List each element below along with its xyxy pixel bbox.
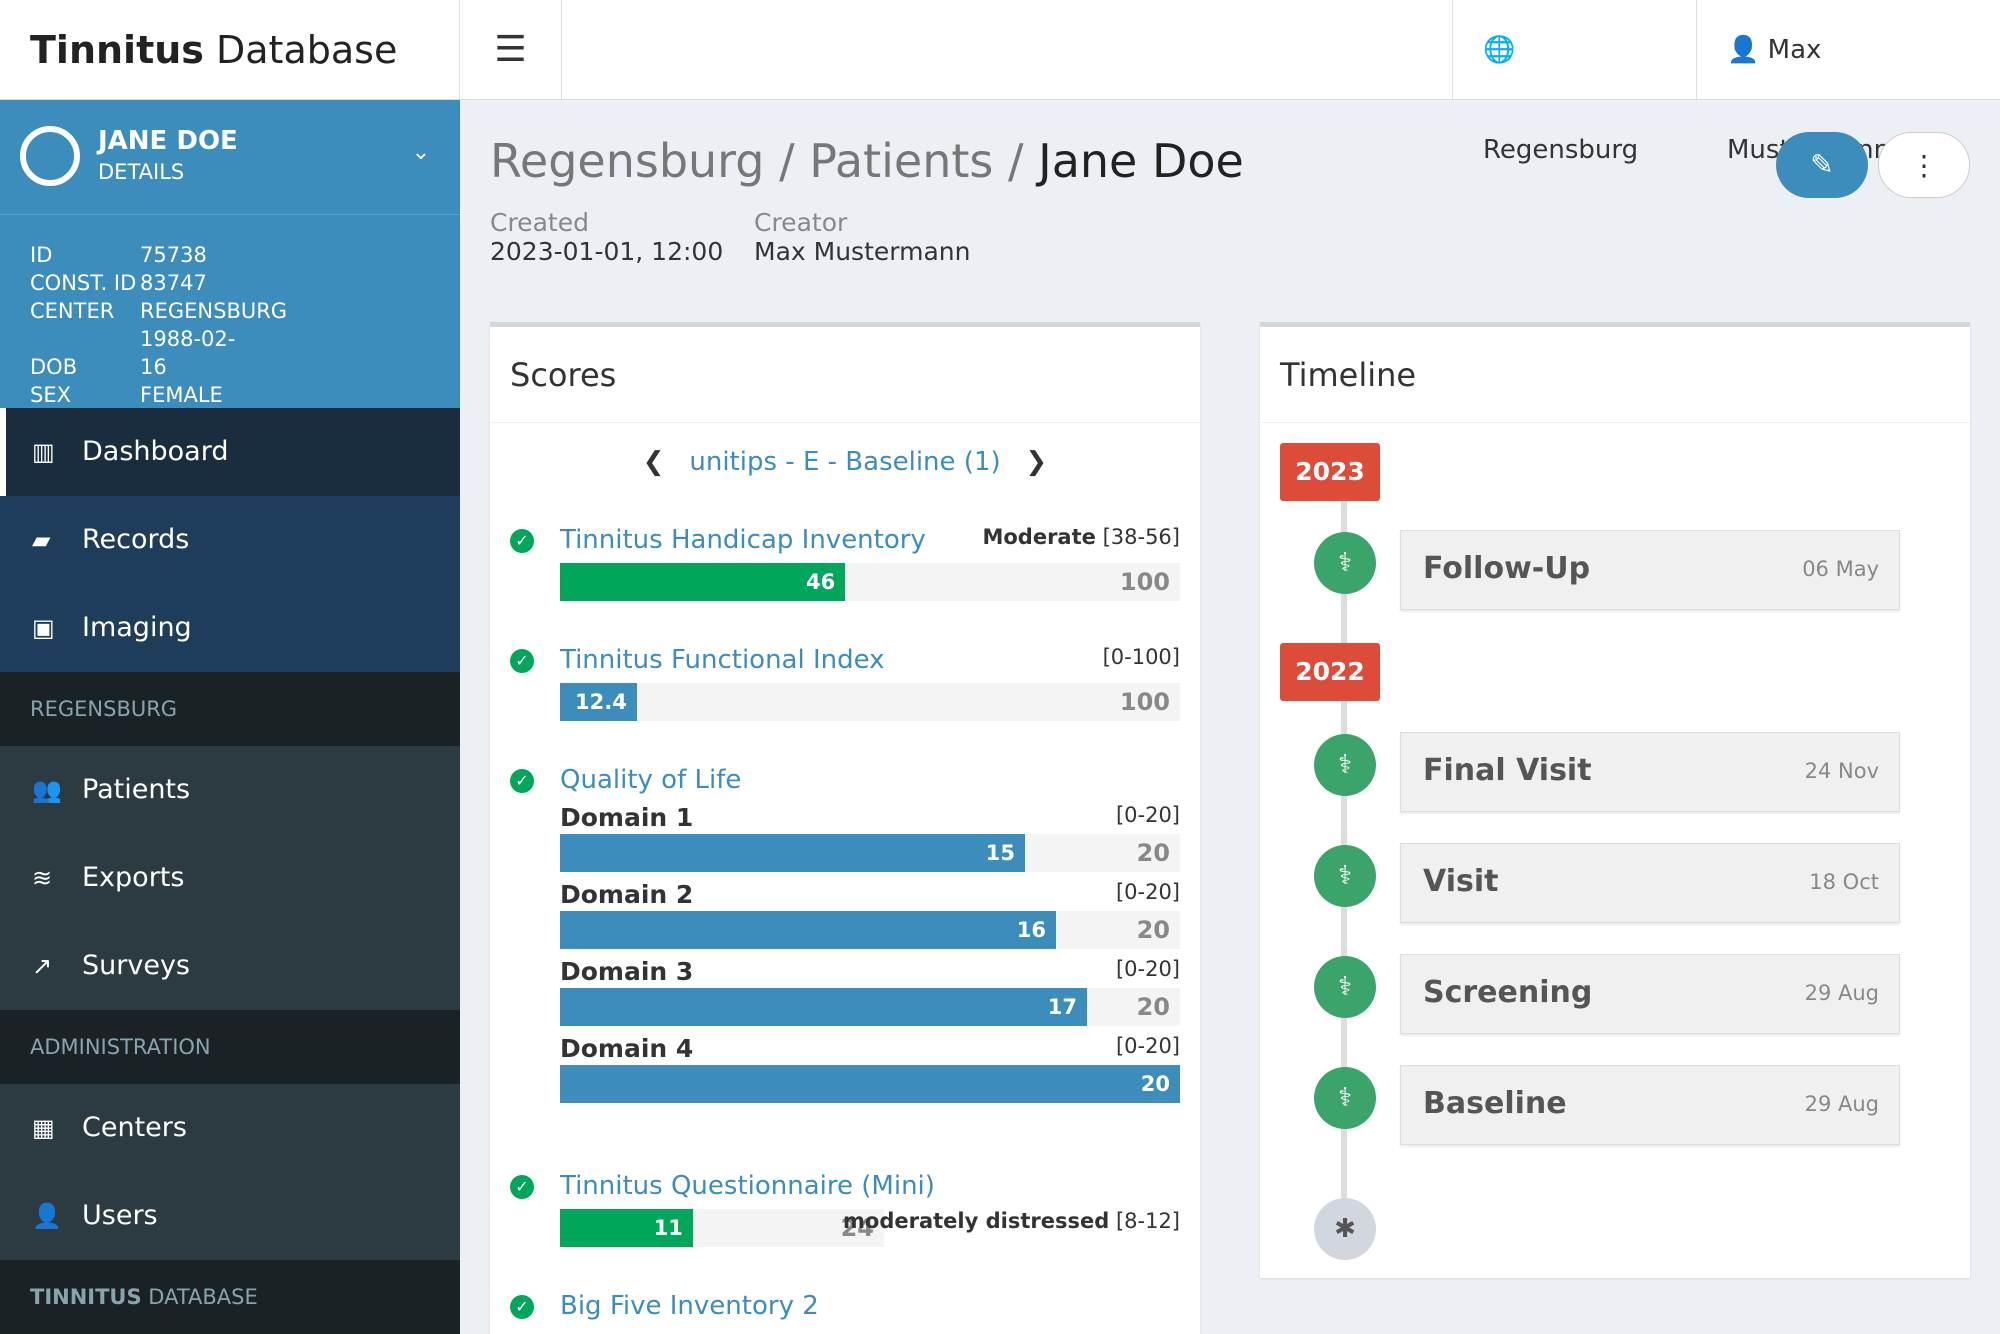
qol-domain: Domain 4 [0-20] 20 xyxy=(510,1034,1180,1103)
detail-row: DOB1988-02-16 xyxy=(30,327,236,379)
user-menu[interactable]: 👤 Max Mustermann xyxy=(1696,0,2000,165)
year-label: 2022 xyxy=(1280,643,1380,701)
score-link[interactable]: Tinnitus Questionnaire (Mini) xyxy=(560,1171,935,1201)
more-button[interactable]: ⋮ xyxy=(1878,132,1970,198)
timeline-title: Timeline xyxy=(1260,327,1970,423)
score-bfi: ✓ Big Five Inventory 2 xyxy=(510,1291,1180,1321)
share-icon: ↗ xyxy=(32,952,53,980)
crumb-patients[interactable]: Patients xyxy=(809,134,994,188)
timeline-event[interactable]: Baseline 29 Aug xyxy=(1400,1065,1900,1145)
score-bar: 11 24 xyxy=(560,1209,884,1247)
sidebar-item-users[interactable]: 👤 Users xyxy=(0,1172,460,1260)
timeline-event[interactable]: Screening 29 Aug xyxy=(1400,954,1900,1034)
user-md-icon: 👤 xyxy=(32,1202,62,1230)
database-icon: ≋ xyxy=(32,864,53,892)
scores-panel: Scores ❮ unitips - E - Baseline (1) ❯ ✓ T… xyxy=(490,322,1200,1334)
user-icon: 👤 xyxy=(1727,35,1760,65)
timeline-event[interactable]: Follow-Up 06 May xyxy=(1400,530,1900,610)
score-link[interactable]: Tinnitus Handicap Inventory xyxy=(560,525,926,555)
chevron-down-icon[interactable]: ⌄ xyxy=(411,140,430,165)
sidebar-item-surveys[interactable]: ↗ Surveys xyxy=(0,922,460,1010)
score-bar: 12.4 100 xyxy=(560,683,1180,721)
sidebar-item-dashboard[interactable]: ▥ Dashboard xyxy=(0,408,460,496)
section-header: REGENSBURG xyxy=(0,672,460,746)
qol-domain: Domain 2 [0-20] 16 20 xyxy=(510,880,1180,949)
check-icon: ✓ xyxy=(510,769,534,793)
patient-details: ID 75738 CONST. ID 83747 CENTER REGENSBURG DOB… xyxy=(0,214,460,408)
sidebar-footer: TINNITUS DATABASE xyxy=(0,1260,460,1334)
check-icon: ✓ xyxy=(510,529,534,553)
creator-info: Creator Max Mustermann xyxy=(754,208,971,266)
score-link[interactable]: Big Five Inventory 2 xyxy=(560,1291,819,1321)
score-qol: ✓ Quality of Life Domain 1 [0-20] 15 20 Domai… xyxy=(510,765,1180,1103)
stethoscope-icon: ⚕ xyxy=(1314,532,1376,594)
detail-row: SEX FEMALE xyxy=(30,383,223,407)
sidebar-item-patients[interactable]: 👥 Patients xyxy=(0,746,460,834)
score-thi: ✓ Tinnitus Handicap Inventory Moderate [3… xyxy=(510,525,1180,601)
check-icon: ✓ xyxy=(510,1175,534,1199)
score-link[interactable]: Tinnitus Functional Index xyxy=(560,645,885,675)
detail-row: CONST. ID 83747 xyxy=(30,271,207,295)
top-bar: Tinnitus Database ☰ 🌐 Regensburg 👤 Max M… xyxy=(0,0,2000,165)
nav-c[interactable]: Baseline (1) xyxy=(845,447,1001,477)
score-link[interactable]: Quality of Life xyxy=(560,765,742,795)
scores-title: Scores xyxy=(490,327,1200,423)
image-icon: ▣ xyxy=(32,614,55,642)
check-icon: ✓ xyxy=(510,649,534,673)
more-icon: ⋮ xyxy=(1910,149,1938,182)
sidebar-item-imaging[interactable]: ▣ Imaging xyxy=(0,584,460,672)
qol-domain: Domain 1 [0-20] 15 20 xyxy=(510,803,1180,872)
avatar-icon xyxy=(20,126,80,186)
sidebar: JANE DOE DETAILS ⌄ ID 75738 CONST. ID 83747… xyxy=(0,100,460,1334)
score-nav: ❮ unitips - E - Baseline (1) ❯ xyxy=(642,447,1048,477)
folder-icon: ▰ xyxy=(32,526,51,554)
score-tqm: ✓ Tinnitus Questionnaire (Mini) 11 24 mode… xyxy=(510,1171,1180,1247)
year-label: 2023 xyxy=(1280,443,1380,501)
sidebar-item-exports[interactable]: ≋ Exports xyxy=(0,834,460,922)
center-selector[interactable]: 🌐 Regensburg xyxy=(1452,0,1696,165)
page-title: Jane Doe xyxy=(1038,134,1244,188)
edit-button[interactable]: ✎ xyxy=(1776,132,1868,198)
score-bar: 46 100 xyxy=(560,563,1180,601)
building-icon: ▦ xyxy=(32,1114,55,1142)
sidebar-item-centers[interactable]: ▦ Centers xyxy=(0,1084,460,1172)
qol-domain: Domain 3 [0-20] 17 20 xyxy=(510,957,1180,1026)
brand-logo[interactable]: Tinnitus Database xyxy=(0,0,460,100)
timeline-event[interactable]: Final Visit 24 Nov xyxy=(1400,732,1900,812)
nav-b[interactable]: E xyxy=(802,447,820,477)
check-icon: ✓ xyxy=(510,1295,534,1319)
patient-name: JANE DOE xyxy=(98,126,238,156)
pencil-icon: ✎ xyxy=(1810,148,1834,181)
stethoscope-icon: ⚕ xyxy=(1314,734,1376,796)
section-header: ADMINISTRATION xyxy=(0,1010,460,1084)
sidebar-item-records[interactable]: ▰ Records xyxy=(0,496,460,584)
patient-sub: DETAILS xyxy=(98,160,185,184)
asterisk-icon: ✱ xyxy=(1314,1198,1376,1260)
globe-icon: 🌐 xyxy=(1483,35,1516,65)
stethoscope-icon: ⚕ xyxy=(1314,1067,1376,1129)
chevron-left-icon[interactable]: ❮ xyxy=(642,447,665,477)
crumb-center[interactable]: Regensburg xyxy=(490,134,765,188)
breadcrumb: Regensburg / Patients / Jane Doe xyxy=(490,134,1244,188)
timeline-event[interactable]: Visit 18 Oct xyxy=(1400,843,1900,923)
detail-row: ID 75738 xyxy=(30,243,207,267)
stethoscope-icon: ⚕ xyxy=(1314,845,1376,907)
patient-panel[interactable]: JANE DOE DETAILS ⌄ xyxy=(0,100,460,214)
chevron-right-icon[interactable]: ❯ xyxy=(1025,447,1048,477)
users-icon: 👥 xyxy=(32,776,62,804)
detail-row: CENTER REGENSBURG xyxy=(30,299,288,323)
chart-icon: ▥ xyxy=(32,438,55,466)
menu-toggle-button[interactable]: ☰ xyxy=(460,0,562,100)
created-info: Created 2023-01-01, 12:00 xyxy=(490,208,724,266)
stethoscope-icon: ⚕ xyxy=(1314,956,1376,1018)
score-tfi: ✓ Tinnitus Functional Index [0-100] 12.4 1… xyxy=(510,645,1180,721)
nav-a[interactable]: unitips xyxy=(689,447,778,477)
